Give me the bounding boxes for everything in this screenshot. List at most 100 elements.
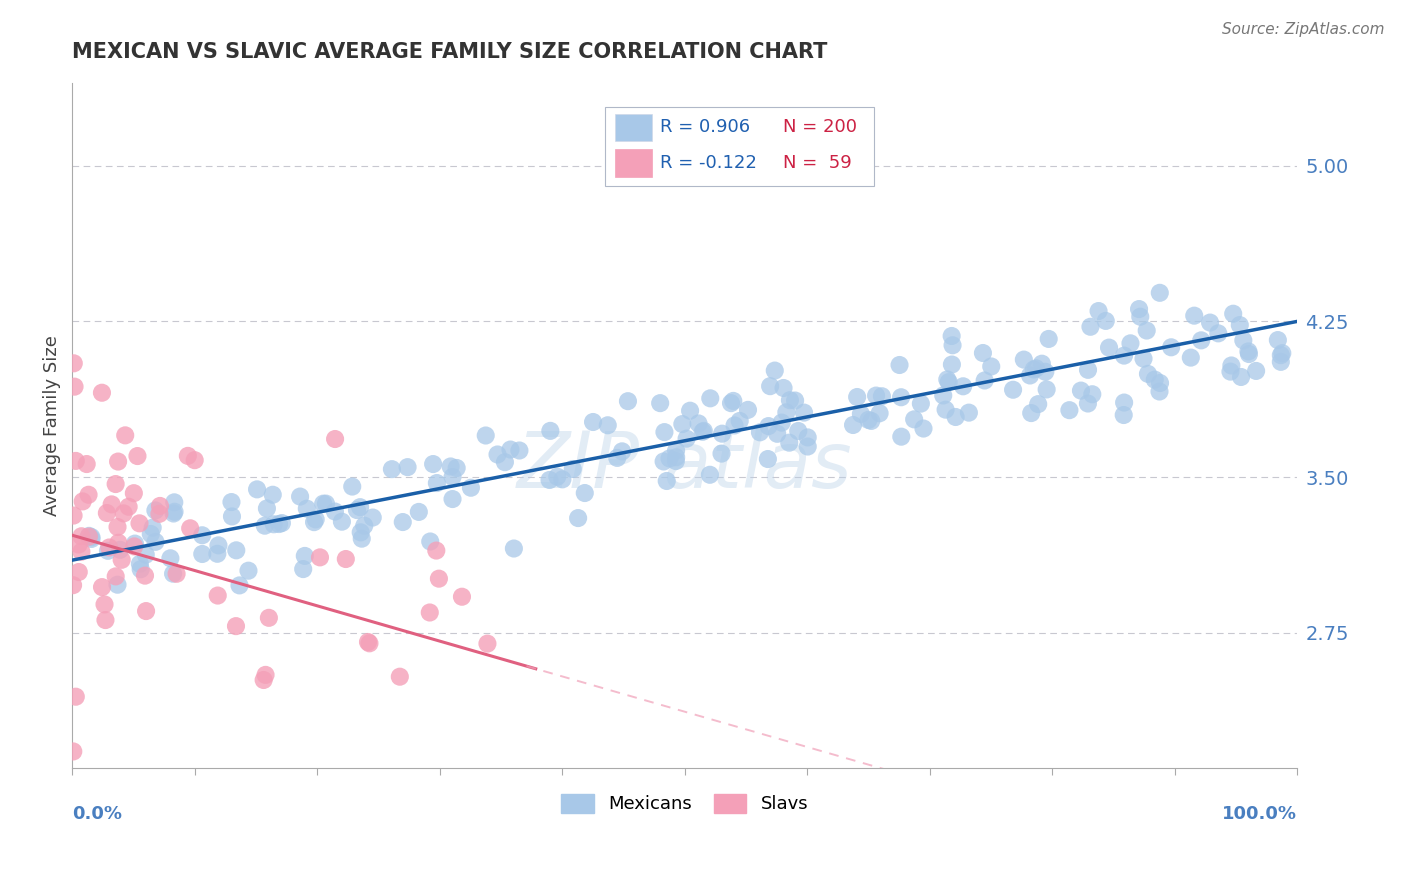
Point xyxy=(546,469,568,483)
Point xyxy=(93,598,115,612)
Point xyxy=(1206,326,1229,341)
Point xyxy=(567,511,589,525)
Point xyxy=(1033,365,1056,379)
Point xyxy=(1059,403,1081,417)
Point xyxy=(1026,397,1049,411)
Point xyxy=(77,488,100,502)
Point xyxy=(972,346,994,360)
Point xyxy=(135,604,157,618)
Point xyxy=(650,396,672,410)
Point xyxy=(134,568,156,582)
Text: MEXICAN VS SLAVIC AVERAGE FAMILY SIZE CORRELATION CHART: MEXICAN VS SLAVIC AVERAGE FAMILY SIZE CO… xyxy=(72,42,828,62)
Point xyxy=(117,500,139,514)
Point xyxy=(574,486,596,500)
Point xyxy=(302,515,325,529)
Point xyxy=(1031,357,1053,371)
Point xyxy=(1119,336,1142,351)
Point xyxy=(711,426,734,441)
Point xyxy=(763,363,786,377)
Point xyxy=(692,425,714,439)
Point xyxy=(890,430,912,444)
Point xyxy=(486,448,509,462)
Point xyxy=(451,590,474,604)
Point xyxy=(779,393,801,408)
Point xyxy=(257,611,280,625)
Point xyxy=(787,424,810,438)
Point xyxy=(346,503,368,517)
Point xyxy=(1199,316,1222,330)
Point xyxy=(720,396,742,410)
Point xyxy=(860,414,883,428)
Text: N = 200: N = 200 xyxy=(783,119,856,136)
Point xyxy=(1149,384,1171,399)
Point xyxy=(63,379,86,393)
Point xyxy=(980,359,1002,374)
Point xyxy=(292,562,315,576)
Point xyxy=(246,483,269,497)
Point xyxy=(910,396,932,410)
Point xyxy=(1160,340,1182,354)
Point xyxy=(654,425,676,439)
Point xyxy=(941,329,963,343)
Point xyxy=(858,413,880,427)
Point xyxy=(100,497,122,511)
FancyBboxPatch shape xyxy=(605,107,875,186)
Point xyxy=(262,488,284,502)
Point xyxy=(1270,355,1292,369)
Point xyxy=(723,393,745,408)
Point xyxy=(1229,318,1251,332)
Point xyxy=(67,565,90,579)
Point xyxy=(1114,395,1136,409)
Text: R = -0.122: R = -0.122 xyxy=(659,154,756,172)
Point xyxy=(122,486,145,500)
Point xyxy=(846,390,869,404)
Point xyxy=(108,542,131,557)
Point xyxy=(1070,384,1092,398)
Point xyxy=(1182,309,1205,323)
Point xyxy=(254,668,277,682)
Point xyxy=(267,517,290,532)
Point xyxy=(381,462,404,476)
Point xyxy=(1080,319,1102,334)
Point xyxy=(1143,373,1166,387)
Point xyxy=(665,443,688,458)
Point xyxy=(349,500,371,515)
Point xyxy=(191,528,214,542)
Point xyxy=(941,338,963,352)
Point xyxy=(128,557,150,571)
Point xyxy=(62,508,84,523)
Point xyxy=(67,537,90,551)
Point xyxy=(305,512,328,526)
Point xyxy=(538,473,561,487)
Point xyxy=(441,470,464,484)
Point xyxy=(759,379,782,393)
Legend: Mexicans, Slavs: Mexicans, Slavs xyxy=(561,794,808,814)
Point xyxy=(124,540,146,554)
Point xyxy=(446,461,468,475)
Point xyxy=(350,532,373,546)
Point xyxy=(617,394,640,409)
Point xyxy=(207,547,229,561)
Point xyxy=(748,425,770,440)
Point xyxy=(665,450,688,465)
Point xyxy=(903,412,925,426)
Point xyxy=(869,406,891,420)
Point xyxy=(62,356,84,370)
Point xyxy=(391,515,413,529)
Point xyxy=(114,428,136,442)
Point xyxy=(1077,396,1099,410)
Text: Source: ZipAtlas.com: Source: ZipAtlas.com xyxy=(1222,22,1385,37)
Point xyxy=(439,459,461,474)
Point xyxy=(107,578,129,592)
Point xyxy=(1149,285,1171,300)
Point xyxy=(1081,387,1104,401)
Point xyxy=(162,507,184,521)
Point xyxy=(1019,368,1042,383)
Point xyxy=(238,564,260,578)
Point xyxy=(128,516,150,531)
Point xyxy=(460,481,482,495)
Point xyxy=(253,673,276,687)
Point xyxy=(551,472,574,486)
Point xyxy=(1132,351,1154,366)
Point xyxy=(124,536,146,550)
